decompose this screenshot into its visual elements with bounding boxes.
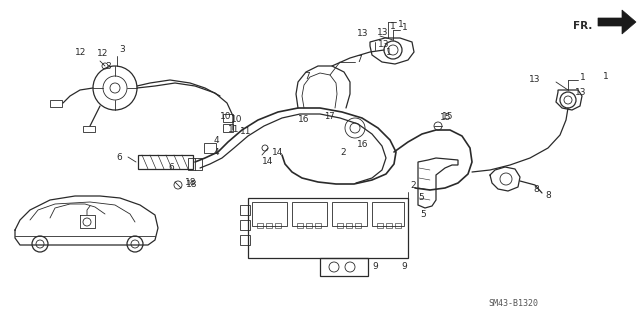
Text: 18: 18	[186, 180, 198, 189]
Text: 3: 3	[105, 62, 111, 71]
Text: 7: 7	[304, 72, 310, 81]
Bar	[266, 223, 272, 228]
Text: 5: 5	[420, 210, 426, 219]
Text: 9: 9	[372, 262, 378, 271]
Bar	[355, 223, 361, 228]
Text: 14: 14	[262, 157, 273, 166]
Text: 1: 1	[603, 72, 609, 81]
Text: 1: 1	[386, 48, 392, 57]
Bar	[297, 223, 303, 228]
Text: 4: 4	[214, 136, 220, 145]
Text: 11: 11	[228, 125, 239, 134]
Text: 8: 8	[533, 185, 539, 194]
Text: 1: 1	[390, 22, 396, 31]
Bar	[248, 198, 408, 258]
Text: 17: 17	[324, 112, 335, 121]
Text: 1: 1	[580, 73, 586, 83]
Text: 18: 18	[185, 178, 196, 187]
Text: 10: 10	[220, 112, 232, 121]
Bar	[372, 202, 404, 226]
Bar	[83, 126, 95, 132]
Text: 6: 6	[168, 163, 173, 172]
Bar	[240, 205, 250, 215]
Text: 16: 16	[357, 140, 369, 149]
Text: 3: 3	[119, 45, 125, 54]
Text: 13: 13	[575, 88, 586, 97]
Bar	[50, 100, 62, 107]
Text: SM43-B1320: SM43-B1320	[488, 299, 538, 308]
Polygon shape	[598, 10, 636, 34]
Text: 15: 15	[440, 113, 451, 122]
Text: 7: 7	[356, 56, 362, 64]
Text: 14: 14	[272, 148, 284, 157]
Bar	[188, 158, 202, 170]
Bar	[138, 155, 193, 169]
Text: 1: 1	[402, 24, 408, 33]
Bar	[395, 223, 401, 228]
Text: 4: 4	[214, 148, 220, 157]
Bar	[204, 143, 216, 153]
Bar	[377, 223, 383, 228]
Text: 13: 13	[356, 29, 368, 39]
Bar	[332, 202, 367, 226]
Text: 15: 15	[442, 112, 454, 121]
Bar	[315, 223, 321, 228]
Text: 5: 5	[418, 193, 424, 202]
Text: 13: 13	[529, 76, 540, 85]
Text: 2: 2	[410, 181, 415, 190]
Text: 11: 11	[240, 127, 252, 136]
Bar	[240, 235, 250, 245]
Text: 16: 16	[298, 115, 310, 124]
Bar	[292, 202, 327, 226]
Bar	[223, 124, 233, 132]
Bar	[386, 223, 392, 228]
Bar	[320, 258, 368, 276]
Text: 12: 12	[97, 49, 108, 58]
Text: 8: 8	[545, 191, 551, 200]
Text: 12: 12	[75, 48, 86, 57]
Bar	[346, 223, 352, 228]
Text: 1: 1	[398, 20, 404, 29]
Text: 2: 2	[340, 148, 346, 157]
Text: 6: 6	[116, 153, 122, 162]
Bar	[275, 223, 281, 228]
Text: 9: 9	[401, 262, 407, 271]
Text: 10: 10	[231, 115, 243, 124]
Bar	[306, 223, 312, 228]
Text: 13: 13	[377, 28, 388, 37]
Bar	[252, 202, 287, 226]
Text: 13: 13	[378, 40, 390, 49]
Bar	[257, 223, 263, 228]
Text: FR.: FR.	[573, 21, 592, 31]
Bar	[337, 223, 343, 228]
Bar	[223, 114, 233, 122]
Bar	[240, 220, 250, 230]
